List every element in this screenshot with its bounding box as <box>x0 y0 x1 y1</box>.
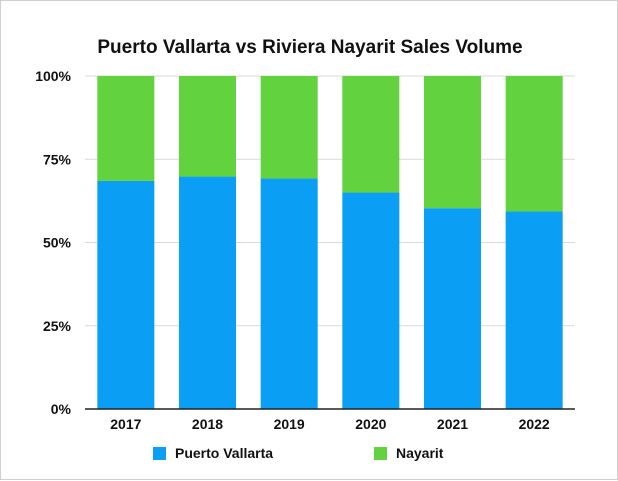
y-tick-label: 25% <box>43 318 72 334</box>
x-tick-label: 2018 <box>192 416 223 432</box>
y-tick-label: 100% <box>35 68 71 84</box>
bar-puerto-vallarta-2018 <box>179 176 236 409</box>
y-tick-label: 0% <box>51 401 72 417</box>
x-tick-label: 2022 <box>519 416 550 432</box>
bar-nayarit-2019 <box>260 76 318 179</box>
chart-legend: Puerto Vallarta Nayarit <box>1 445 618 465</box>
legend-label-puerto-vallarta: Puerto Vallarta <box>175 445 274 461</box>
y-tick-label: 50% <box>43 235 72 251</box>
bar-puerto-vallarta-2022 <box>505 211 563 409</box>
y-tick-label: 75% <box>43 151 72 167</box>
bar-nayarit-2017 <box>97 76 155 181</box>
legend-item-puerto-vallarta: Puerto Vallarta <box>153 445 273 461</box>
legend-label-nayarit: Nayarit <box>396 445 444 461</box>
bar-nayarit-2018 <box>179 76 236 177</box>
x-tick-label: 2017 <box>110 416 141 432</box>
bar-puerto-vallarta-2019 <box>260 178 318 409</box>
x-tick-label: 2021 <box>437 416 468 432</box>
legend-item-nayarit: Nayarit <box>374 445 443 461</box>
x-tick-label: 2020 <box>355 416 386 432</box>
bar-nayarit-2020 <box>342 76 400 193</box>
bar-puerto-vallarta-2017 <box>97 180 155 409</box>
chart-title: Puerto Vallarta vs Riviera Nayarit Sales… <box>97 37 523 58</box>
bar-nayarit-2021 <box>424 76 481 209</box>
legend-swatch-puerto-vallarta <box>153 446 166 460</box>
legend-swatch-nayarit <box>374 446 387 460</box>
bar-nayarit-2022 <box>505 76 563 212</box>
x-tick-label: 2019 <box>274 416 305 432</box>
bar-puerto-vallarta-2020 <box>342 192 400 409</box>
bar-puerto-vallarta-2021 <box>424 208 481 409</box>
